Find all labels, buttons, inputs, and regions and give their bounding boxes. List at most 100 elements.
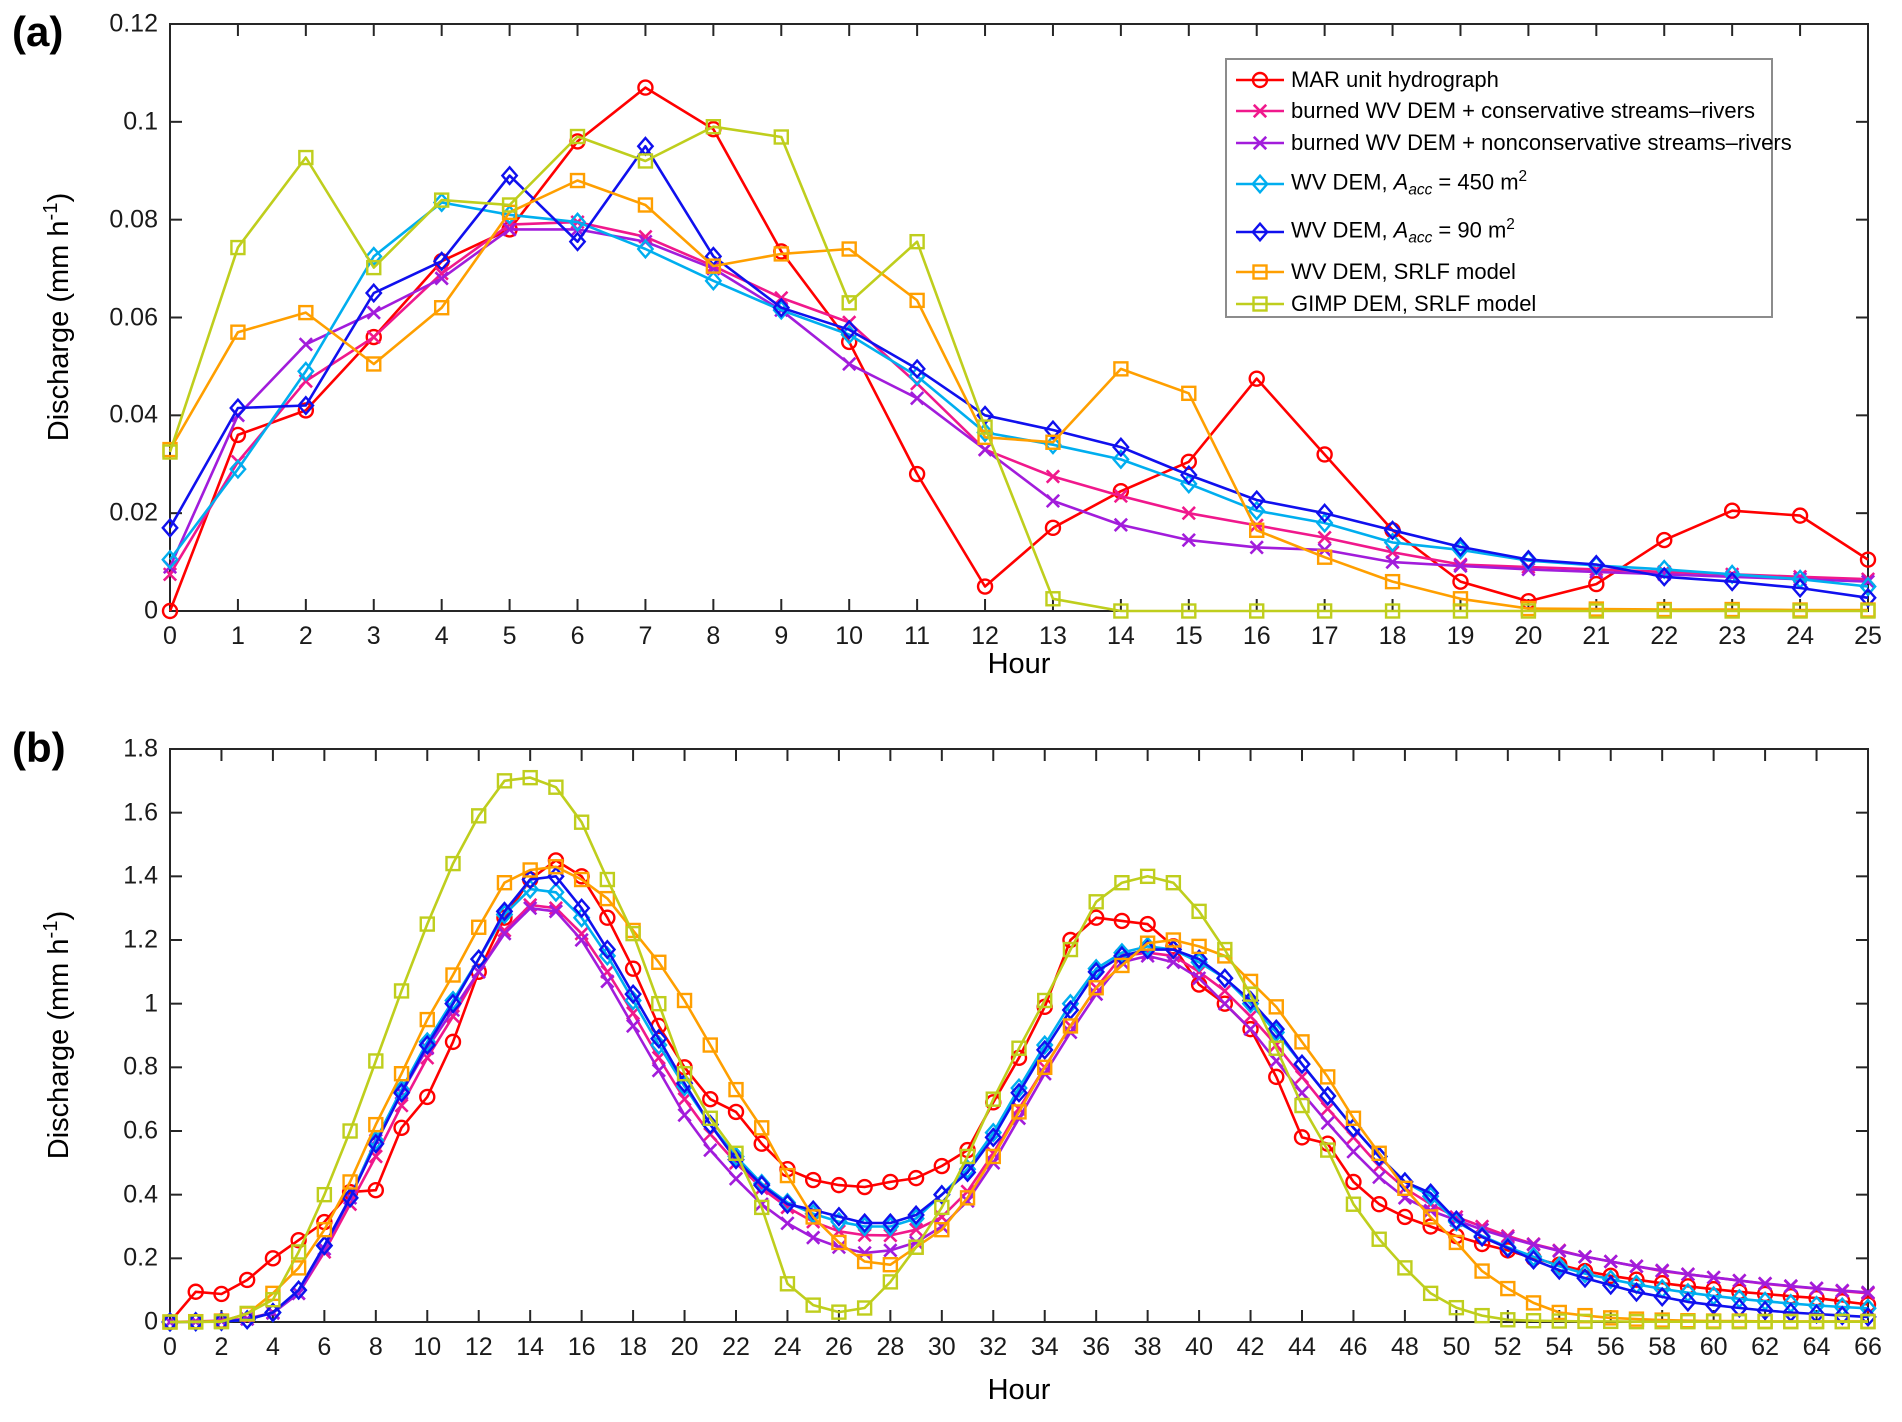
- panel-b-x-tick-label: 60: [1699, 1333, 1728, 1361]
- square-marker: [298, 149, 314, 166]
- diamond-marker: [855, 1212, 874, 1234]
- panel-a-y-tick-label: 0.08: [109, 205, 158, 234]
- panel-b-xaxis-title: Hour: [987, 1374, 1051, 1406]
- x-marker: [1181, 506, 1196, 521]
- x-marker: [831, 1240, 847, 1255]
- x-marker: [366, 305, 381, 320]
- panel-b-x-tick-label: 36: [1082, 1333, 1111, 1361]
- circle-marker: [1859, 1296, 1877, 1313]
- square-marker: [368, 1116, 384, 1133]
- diamond-marker: [1315, 512, 1334, 534]
- square-marker: [1525, 1313, 1542, 1329]
- diamond-marker: [1421, 1186, 1440, 1207]
- diamond-marker: [161, 549, 179, 570]
- circle-marker: [1656, 531, 1673, 549]
- diamond-marker: [1627, 1281, 1646, 1303]
- diamond-marker: [881, 1212, 900, 1234]
- x-marker: [883, 1243, 898, 1258]
- circle-marker: [1602, 1267, 1619, 1285]
- diamond-marker: [364, 282, 383, 304]
- legend-label: WV DEM, Aacc = 450 m2: [1291, 168, 1527, 200]
- x-marker: [1252, 135, 1268, 151]
- circle-marker: [213, 1285, 230, 1303]
- diamond-marker: [1112, 449, 1130, 470]
- panel-a-x-tick-label: 7: [638, 622, 653, 650]
- panel-a-x-tick-label: 25: [1854, 622, 1882, 650]
- legend-entry-wv-dem-srlf-model: WV DEM, SRLF model: [1235, 258, 1516, 286]
- legend-label: GIMP DEM, SRLF model: [1291, 291, 1536, 317]
- diamond-marker: [1601, 1274, 1620, 1296]
- square-marker: [856, 1253, 873, 1270]
- square-marker: [501, 197, 518, 213]
- diamond-marker: [547, 882, 565, 903]
- legend-swatch-diamond-icon: [1236, 221, 1284, 243]
- square-marker: [1371, 1145, 1387, 1161]
- circle-marker: [933, 1157, 951, 1175]
- square-marker: [1731, 1313, 1748, 1330]
- diamond-marker: [186, 1311, 205, 1332]
- x-marker: [600, 974, 615, 989]
- square-marker: [548, 859, 564, 875]
- square-marker: [779, 1167, 796, 1184]
- square-marker: [1371, 1231, 1387, 1247]
- text-part: WV DEM,: [1291, 217, 1394, 243]
- square-marker: [1500, 1280, 1516, 1297]
- panel-a-x-tick-label: 19: [1446, 622, 1475, 650]
- x-marker: [842, 356, 857, 372]
- square-marker: [1345, 1196, 1362, 1212]
- x-marker: [728, 1171, 744, 1186]
- circle-marker: [187, 1283, 204, 1300]
- diamond-marker: [727, 1149, 745, 1170]
- legend-label: burned WV DEM + nonconservative streams–…: [1291, 130, 1792, 156]
- circle-marker: [1113, 912, 1131, 930]
- square-marker: [1520, 603, 1537, 619]
- x-marker: [298, 337, 313, 352]
- x-marker: [502, 222, 517, 237]
- panel-b-x-tick-label: 48: [1391, 1333, 1419, 1361]
- x-marker: [1552, 1243, 1567, 1259]
- diamond-marker: [701, 1114, 720, 1135]
- diamond-marker: [1524, 1246, 1543, 1267]
- square-marker: [676, 992, 693, 1009]
- x-marker: [1243, 1009, 1258, 1024]
- square-marker: [1448, 1299, 1465, 1316]
- diamond-marker: [1315, 503, 1334, 524]
- diamond-marker: [568, 231, 587, 252]
- x-marker: [1577, 1249, 1593, 1264]
- square-marker: [1320, 1069, 1336, 1085]
- legend-swatch-circle-icon: [1236, 71, 1284, 89]
- panel-a-x-tick-label: 22: [1650, 622, 1679, 650]
- diamond-marker: [1550, 1256, 1569, 1277]
- diamond-marker: [907, 1204, 925, 1226]
- square-marker: [728, 1145, 744, 1161]
- square-marker: [1860, 603, 1876, 619]
- x-marker: [1113, 517, 1128, 533]
- diamond-marker: [1216, 968, 1234, 989]
- square-marker: [882, 1274, 899, 1290]
- x-marker: [1217, 996, 1232, 1011]
- panel-b-x-tick-label: 28: [876, 1333, 905, 1361]
- square-marker: [637, 153, 654, 169]
- square-marker: [1345, 1110, 1362, 1126]
- series-gimp-dem-srlf-model: [162, 769, 1876, 1330]
- square-marker: [705, 258, 722, 274]
- square-marker: [366, 356, 382, 372]
- legend: MAR unit hydrograph burned WV DEM + conse…: [1225, 58, 1792, 318]
- square-marker: [162, 1314, 178, 1330]
- x-marker: [1294, 1069, 1310, 1084]
- square-marker: [841, 295, 857, 311]
- text-part: A: [1393, 169, 1409, 195]
- panel-b-x-tick-label: 52: [1493, 1333, 1522, 1361]
- square-marker: [1808, 1313, 1825, 1330]
- circle-marker: [290, 1231, 307, 1249]
- x-marker: [1191, 971, 1207, 986]
- text-part: GIMP DEM, SRLF model: [1291, 291, 1537, 316]
- x-marker: [1453, 558, 1468, 574]
- panel-b-x-tick-label: 2: [214, 1333, 229, 1361]
- square-marker: [1551, 1313, 1567, 1329]
- panel-b-x-tick-label: 38: [1133, 1333, 1162, 1361]
- square-marker: [1500, 1312, 1516, 1328]
- square-marker: [1628, 1313, 1645, 1330]
- x-marker: [625, 1018, 641, 1034]
- panel-b-x-tick-label: 46: [1339, 1333, 1368, 1361]
